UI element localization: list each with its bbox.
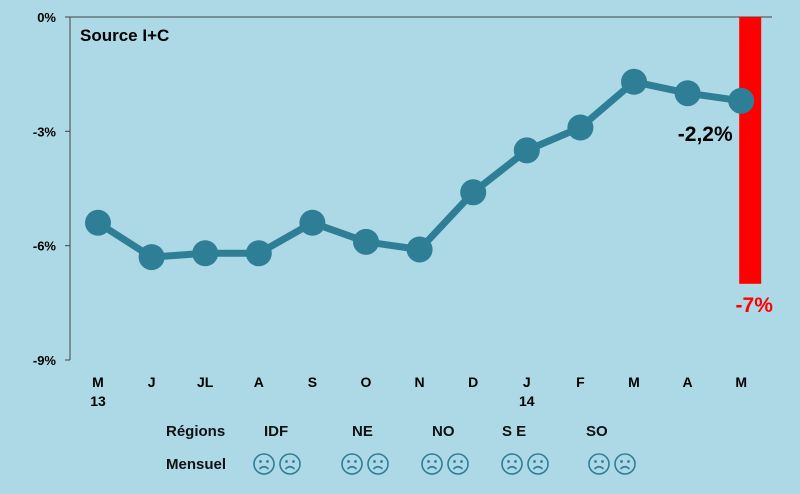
region-ne: NE [352, 423, 373, 440]
point-value-label: -2,2% [678, 123, 733, 146]
data-point [621, 68, 647, 95]
x-tick-sublabel: 13 [90, 393, 106, 409]
y-tick-label: -9% [33, 353, 57, 368]
x-tick-label: S [308, 374, 317, 390]
sad-face-icon [614, 453, 636, 475]
faces-se [500, 452, 550, 476]
sad-face-icon [588, 453, 610, 475]
data-point [245, 240, 272, 267]
x-tick-sublabel: 14 [519, 393, 535, 409]
regions-row: Régions IDF NE NO S E SO [0, 423, 800, 449]
data-point [674, 80, 701, 107]
faces-ne [340, 452, 390, 476]
data-point [192, 240, 219, 267]
sad-face-icon [367, 453, 389, 475]
data-point [567, 114, 594, 141]
x-tick-label: D [468, 374, 478, 390]
data-point [460, 179, 487, 206]
x-tick-label: JL [197, 374, 214, 390]
x-tick-label: J [523, 374, 531, 390]
data-point [728, 87, 755, 114]
sad-face-icon [527, 453, 549, 475]
region-idf: IDF [264, 423, 289, 440]
region-so: SO [586, 423, 608, 440]
y-tick-label: 0% [37, 10, 56, 25]
x-tick-label: A [254, 374, 264, 390]
monthly-row: Mensuel [0, 452, 800, 478]
x-tick-label: A [683, 374, 693, 390]
sad-face-icon [447, 453, 469, 475]
regions-label: Régions [166, 423, 226, 440]
faces-so [587, 452, 637, 476]
faces-no [420, 452, 470, 476]
data-point [513, 137, 540, 164]
x-tick-label: M [735, 374, 747, 390]
y-tick-label: -6% [33, 239, 57, 254]
sad-face-icon [341, 453, 363, 475]
chart-title: Source I+C [80, 26, 169, 45]
x-tick-label: O [361, 374, 372, 390]
data-point [406, 236, 433, 263]
region-no: NO [432, 423, 455, 440]
monthly-label: Mensuel [166, 456, 227, 473]
data-point [299, 209, 326, 236]
region-se: S E [502, 423, 527, 440]
highlight-bar-label: -7% [736, 294, 774, 317]
sad-face-icon [501, 453, 523, 475]
faces-idf [252, 452, 302, 476]
series-line [96, 78, 742, 261]
x-tick-label: J [148, 374, 156, 390]
x-tick-label: F [576, 374, 585, 390]
x-tick-label: N [415, 374, 425, 390]
x-tick-label: M [92, 374, 104, 390]
highlight-bar [739, 17, 762, 284]
sad-face-icon [253, 453, 275, 475]
data-point [138, 244, 165, 271]
sad-face-icon [279, 453, 301, 475]
sad-face-icon [421, 453, 443, 475]
data-point [353, 228, 379, 255]
x-tick-label: M [628, 374, 640, 390]
y-tick-label: -3% [33, 124, 57, 139]
data-point [85, 209, 111, 236]
line-chart: Source I+C 0% -3% -6% -9% M 13 J JL A S O N D J 14 F M A M… [33, 10, 774, 409]
